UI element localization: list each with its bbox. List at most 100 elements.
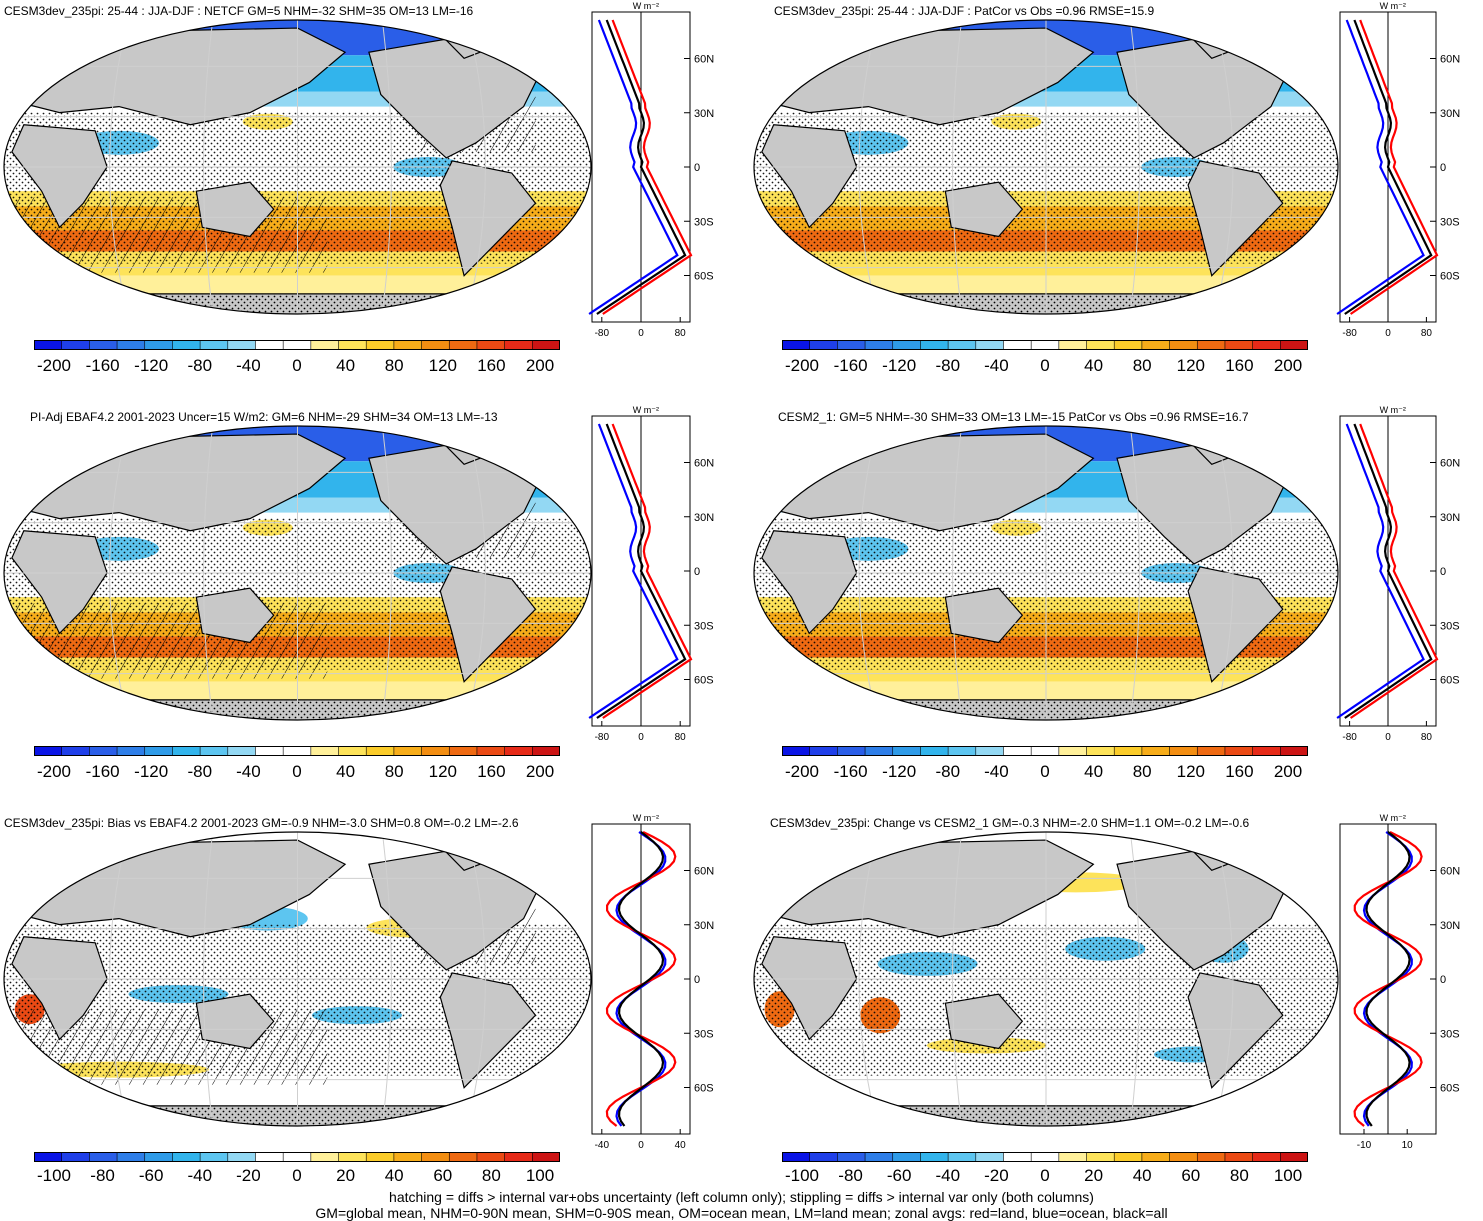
colorbar-swatch <box>1003 1152 1032 1162</box>
map-outline <box>3 831 592 1127</box>
zonal-lat-label: 0 <box>694 162 700 174</box>
zonal-average-plot: W m⁻² 60N 30N 0 30S 60S -10 10 <box>1339 813 1460 1151</box>
colorbar-tick-label: 20 <box>336 1166 356 1185</box>
colorbar-tick-label: -100 <box>36 1166 72 1185</box>
colorbar-tick-label: 20 <box>1084 1166 1104 1185</box>
colorbar-swatch <box>172 1152 201 1162</box>
footer-note: hatching = diffs > internal var+obs unce… <box>0 1189 1483 1221</box>
colorbar-swatch <box>61 1152 90 1162</box>
zonal-lat-label: 30N <box>1440 920 1460 932</box>
graticule-meridian <box>952 20 963 314</box>
colorbar-swatch <box>948 746 977 756</box>
zonal-x-label: -10 <box>1357 1140 1372 1151</box>
colorbar-swatch <box>504 340 533 350</box>
zonal-x-label: 80 <box>1421 328 1433 339</box>
zonal-land-curve <box>602 19 693 315</box>
colorbar-tick-label: 160 <box>477 356 506 375</box>
colorbar-swatch <box>1058 746 1088 756</box>
colorbar-swatch <box>892 746 921 756</box>
colorbar-tick-label: -40 <box>935 1166 961 1185</box>
zonal-land-curve <box>602 423 693 719</box>
colorbar-tick-label: 80 <box>1132 762 1152 781</box>
zonal-unit-label: W m⁻² <box>633 405 659 415</box>
colorbar-swatch <box>865 340 894 350</box>
land-mass <box>11 124 108 229</box>
zonal-lat-label: 30S <box>694 216 714 228</box>
zonal-lat-label: 30S <box>1440 1028 1460 1040</box>
colorbar-swatch <box>837 1152 866 1162</box>
zonal-lat-label: 0 <box>1440 974 1446 986</box>
map-outline <box>753 19 1339 315</box>
land-mass <box>1187 160 1284 277</box>
zonal-x-label: 0 <box>638 732 644 743</box>
colorbar-frame <box>782 1152 1308 1162</box>
colorbar-tick-label: 0 <box>292 356 302 375</box>
graticule-meridian <box>1129 20 1140 314</box>
colorbar-swatch <box>948 1152 977 1162</box>
zonal-x-label: 0 <box>638 328 644 339</box>
graticule-meridian <box>203 20 214 314</box>
graticule-meridian <box>109 20 130 314</box>
colorbar-frame <box>34 746 560 756</box>
colorbar-swatch <box>310 1152 340 1162</box>
colorbar-frame <box>34 1152 560 1162</box>
graticule-meridian <box>1129 426 1140 720</box>
land-mass <box>439 566 537 683</box>
graticule-meridian <box>203 426 214 720</box>
colorbar-labels: -200 -160 -120 -80 -40 0 40 80 120 160 200 <box>34 356 560 376</box>
colorbar-tick-label: -120 <box>134 356 169 375</box>
colorbar-swatch <box>837 340 866 350</box>
colorbar-swatch <box>1031 340 1060 350</box>
map-content <box>754 832 1338 1126</box>
colorbar-swatch <box>89 746 118 756</box>
colorbar-swatch <box>476 340 506 350</box>
colorbar-tick-label: -160 <box>833 356 868 375</box>
colorbar-swatch <box>117 340 146 350</box>
graticule-meridian <box>465 426 486 720</box>
colorbar-tick-label: 0 <box>1040 762 1050 781</box>
hatching <box>4 603 328 679</box>
colorbar <box>34 746 560 756</box>
graticule-meridian <box>1213 832 1234 1126</box>
colorbar-swatch <box>865 746 894 756</box>
zonal-ocean-curve <box>1336 19 1425 315</box>
footer-line-1: hatching = diffs > internal var+obs unce… <box>389 1189 1094 1205</box>
colorbar-tick-label: 40 <box>1132 1166 1152 1185</box>
colorbar-tick-label: 160 <box>1225 356 1254 375</box>
land-mass <box>195 181 275 238</box>
colorbar-swatch <box>89 1152 118 1162</box>
graticule-meridian <box>465 20 486 314</box>
zonal-lat-label: 30S <box>1440 620 1460 632</box>
zonal-all-curve <box>596 423 687 719</box>
zonal-x-label: -80 <box>1342 732 1357 743</box>
colorbar-swatch <box>1086 1152 1115 1162</box>
colorbar-swatch <box>117 1152 146 1162</box>
colorbar-swatch <box>117 746 146 756</box>
colorbar-tick-label: 80 <box>384 356 404 375</box>
graticule-meridian <box>1129 832 1140 1126</box>
colorbar-swatch <box>892 340 921 350</box>
colorbar-swatch <box>809 340 838 350</box>
world-map <box>3 831 592 1127</box>
colorbar-tick-label: 0 <box>1040 1166 1050 1185</box>
zonal-lat-label: 30N <box>694 920 714 932</box>
colorbar-swatch <box>532 746 560 756</box>
colorbar <box>782 340 1308 350</box>
colorbar-swatch <box>809 1152 838 1162</box>
land-mass <box>11 936 108 1041</box>
colorbar-swatch <box>1058 340 1088 350</box>
world-map <box>753 831 1339 1127</box>
zonal-x-label: 80 <box>675 328 687 339</box>
colorbar-tick-label: 0 <box>292 762 302 781</box>
colorbar-tick-label: 200 <box>525 762 555 781</box>
land-mass <box>439 160 537 277</box>
panel-title: CESM3dev_235pi: Change vs CESM2_1 GM=-0.… <box>770 816 1250 830</box>
hatching <box>4 197 328 273</box>
colorbar-tick-label: 120 <box>1176 356 1205 375</box>
graticule-meridian <box>381 832 392 1126</box>
zonal-lat-label: 0 <box>694 974 700 986</box>
zonal-lat-label: 0 <box>1440 566 1446 578</box>
colorbar-swatch <box>255 340 284 350</box>
graticule-meridian <box>952 832 963 1126</box>
colorbar-tick-label: -40 <box>236 356 261 375</box>
